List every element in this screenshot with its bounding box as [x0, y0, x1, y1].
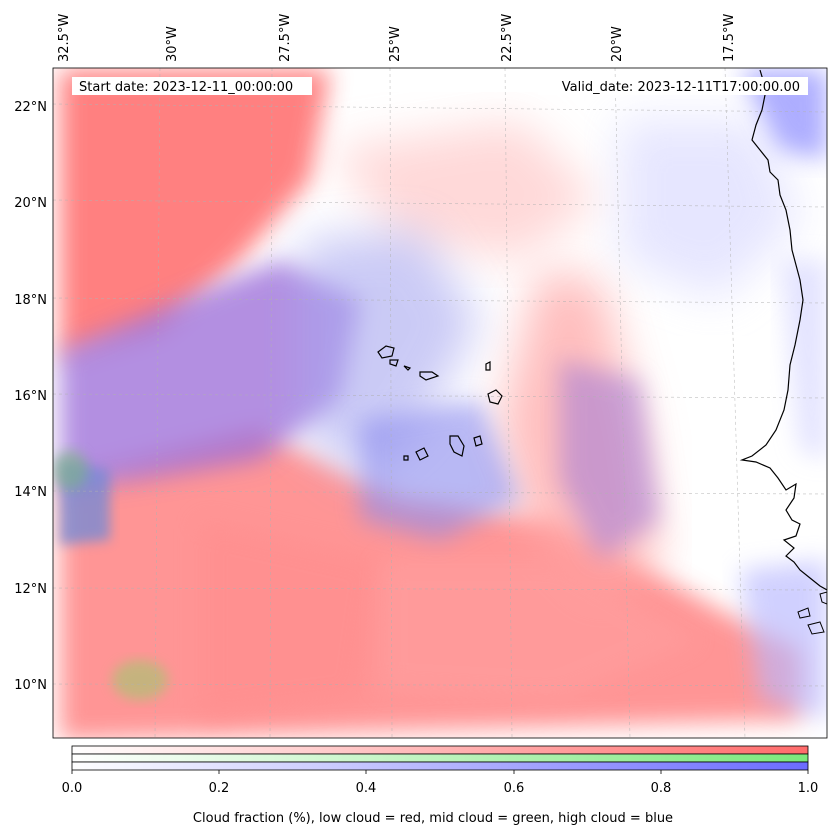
lat-label-20n: 20°N [14, 196, 47, 211]
start-date-box [72, 77, 312, 95]
lon-label-22-5w: 22.5°W [500, 14, 515, 62]
lon-label-17-5w: 17.5°W [722, 14, 737, 62]
lat-label-22n: 22°N [14, 100, 47, 115]
colorbar-tick-5: 1.0 [798, 781, 819, 796]
lon-label-32-5w: 32.5°W [57, 14, 72, 62]
high-cloud-field [60, 70, 827, 720]
map-frame [52, 67, 828, 739]
map-gridlines [53, 68, 827, 738]
colorbar-tick-4: 0.8 [651, 781, 672, 796]
colorbar: 0.0 0.2 0.4 0.6 0.8 1.0 Cloud fraction (… [62, 745, 819, 826]
lon-label-20w: 20°W [610, 26, 625, 62]
longitude-labels: 32.5°W 30°W 27.5°W 25°W 22.5°W 20°W 17.5… [57, 14, 737, 62]
colorbar-tick-0: 0.0 [62, 781, 83, 796]
colorbar-tick-3: 0.6 [504, 781, 525, 796]
lat-label-18n: 18°N [14, 293, 47, 308]
colorbar-label: Cloud fraction (%), low cloud = red, mid… [193, 811, 673, 826]
mid-cloud-field [53, 450, 168, 700]
lat-label-12n: 12°N [14, 582, 47, 597]
latitude-labels: 22°N 20°N 18°N 16°N 14°N 12°N 10°N [14, 100, 47, 693]
colorbar-tick-1: 0.2 [209, 781, 230, 796]
valid-date-box [538, 77, 808, 95]
colorbar-tick-marks [71, 770, 809, 774]
colorbar-tick-2: 0.4 [356, 781, 377, 796]
lat-label-14n: 14°N [14, 485, 47, 500]
low-cloud-field [60, 70, 800, 738]
valid-date-label: Valid_date: 2023-12-11T17:00:00.00 [562, 80, 800, 95]
colorbar-high [71, 761, 809, 771]
cape-verde-islands [377, 345, 503, 461]
lat-label-10n: 10°N [14, 678, 47, 693]
colorbar-low [71, 745, 809, 755]
lon-label-30w: 30°W [165, 26, 180, 62]
lon-label-25w: 25°W [388, 26, 403, 62]
africa-coastline [739, 69, 827, 591]
colorbar-mid [71, 753, 809, 763]
cloud-field: Start date: 2023-12-11_00:00:00 Valid_da… [53, 68, 827, 738]
start-date-label: Start date: 2023-12-11_00:00:00 [79, 80, 293, 95]
map-panel: Start date: 2023-12-11_00:00:00 Valid_da… [52, 67, 828, 739]
lat-label-16n: 16°N [14, 389, 47, 404]
african-islands [797, 591, 827, 635]
lon-label-27-5w: 27.5°W [278, 14, 293, 62]
